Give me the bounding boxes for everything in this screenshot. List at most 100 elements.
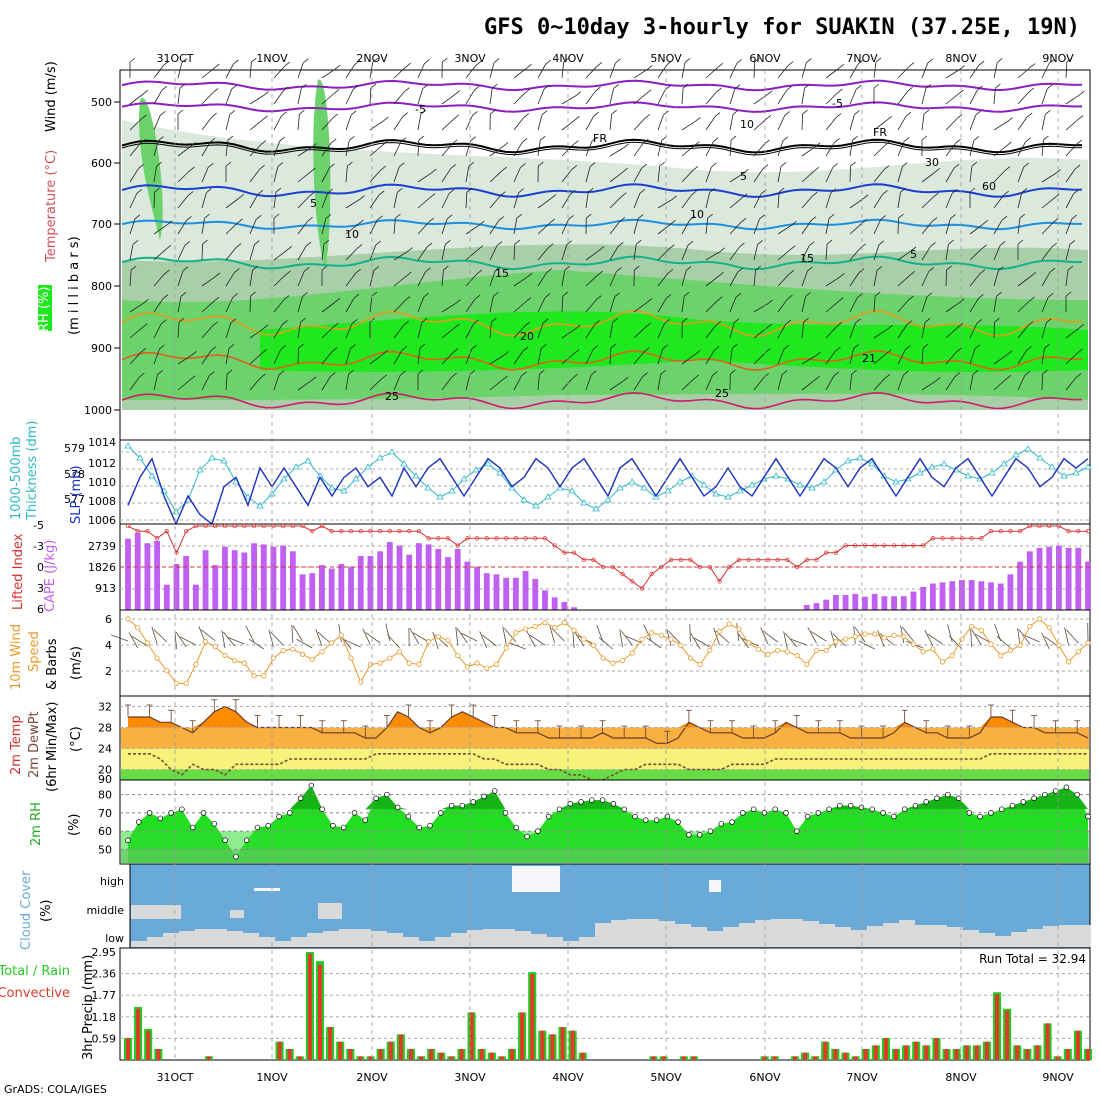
wind-barb-flag xyxy=(335,64,341,70)
wind10m-marker xyxy=(978,627,984,633)
wind10m-marker xyxy=(707,647,713,654)
cloud-low-block xyxy=(883,923,899,947)
wind-barb-flag xyxy=(787,294,793,300)
wind-barb xyxy=(441,244,446,261)
wind10m-speed-label: Speed xyxy=(27,631,42,672)
wind-barb-flag xyxy=(684,57,691,63)
wind-barb xyxy=(273,274,286,287)
wind-barb xyxy=(489,322,492,339)
wind-barb-flag xyxy=(209,371,215,377)
wind-barb xyxy=(201,350,212,365)
li-marker xyxy=(368,529,373,534)
wind-barb xyxy=(585,115,595,131)
li-marker xyxy=(1076,529,1081,534)
wind10m-marker xyxy=(513,630,519,636)
wind-barb xyxy=(561,62,565,79)
wind-barb-flag xyxy=(355,268,361,274)
cape-bar xyxy=(454,549,461,610)
wind-barb-flag xyxy=(977,85,983,91)
wind-barb-flag xyxy=(623,376,629,382)
wind10m-barb xyxy=(784,633,798,648)
wind-barb xyxy=(1041,322,1047,339)
thickness-marker xyxy=(940,460,948,467)
wind-barb-flag xyxy=(598,246,605,251)
wind-barb xyxy=(345,348,351,365)
wind-barb xyxy=(1065,62,1068,79)
precip-conv-bar xyxy=(904,1045,909,1060)
wind-barb-flag xyxy=(717,62,724,68)
li-marker xyxy=(824,550,829,555)
wind-barb-flag xyxy=(333,322,339,328)
wind-barb xyxy=(321,326,334,339)
wind-barb-flag xyxy=(597,270,603,276)
wind10m-barb xyxy=(668,630,682,645)
wind-barb xyxy=(1065,143,1078,157)
wind10m-marker xyxy=(610,660,616,666)
wind-barb-flag xyxy=(717,296,723,301)
contour-label: 15 xyxy=(495,267,509,280)
wind-barb xyxy=(345,248,358,261)
temperature-contours xyxy=(121,79,1083,410)
wind10m-barb xyxy=(223,631,235,647)
cloud-low-block xyxy=(931,925,947,947)
precip-tick: 2.95 xyxy=(92,946,117,959)
cloud-low-block xyxy=(755,920,771,947)
cape-bar xyxy=(493,574,500,610)
cape-bar xyxy=(1085,561,1091,610)
rh2m-marker xyxy=(988,810,994,816)
temp2m-tick: 20 xyxy=(98,764,112,777)
precip-conv-bar xyxy=(509,1049,515,1060)
wind-barb xyxy=(273,250,288,261)
wind-barb xyxy=(153,224,168,235)
contour-label: 30 xyxy=(925,156,939,169)
wind-barb xyxy=(657,248,670,261)
wind-barb-flag xyxy=(979,269,986,274)
cloud-low-block xyxy=(723,927,739,947)
wind-barb-flag xyxy=(493,58,500,63)
wind10m-barb xyxy=(344,639,361,648)
wind-barb-flag xyxy=(953,163,960,169)
wind-barb-flag xyxy=(375,240,381,246)
thickness-marker xyxy=(664,487,672,494)
wind-barb xyxy=(801,195,813,209)
thickness-marker xyxy=(544,493,552,500)
precip-conv-bar xyxy=(914,1041,919,1060)
cape-bar xyxy=(542,590,548,610)
contour-15 xyxy=(121,255,1083,271)
rh2m-marker xyxy=(233,853,239,860)
wind-barb xyxy=(513,192,520,209)
rh2m-marker xyxy=(297,795,304,802)
wind-barb-flag xyxy=(839,272,845,278)
wind-barb-flag xyxy=(659,161,665,167)
wind-barb-flag xyxy=(946,265,952,271)
wind-barb xyxy=(897,90,908,105)
cape-bar xyxy=(512,577,519,610)
wind-barb xyxy=(993,194,1004,209)
wind-barb xyxy=(153,115,161,131)
wind-barb xyxy=(201,375,210,391)
wind-barb-flag xyxy=(178,317,185,323)
wind-barb-flag xyxy=(860,243,866,249)
rh2m-tick: 70 xyxy=(98,807,112,820)
wind-barb xyxy=(969,374,974,391)
rh2m-marker xyxy=(912,802,919,809)
contour-label: 25 xyxy=(715,387,729,400)
wind-barb xyxy=(585,141,593,157)
wind10m-barb xyxy=(456,628,468,644)
li-marker xyxy=(533,536,538,541)
rh2m-marker xyxy=(351,810,358,816)
wind-barb-flag xyxy=(782,136,789,142)
wind-barb-flag xyxy=(298,343,304,349)
wind-barb xyxy=(369,244,377,261)
li-marker xyxy=(911,543,916,548)
wind-barb-flag xyxy=(586,213,592,219)
wind-barb-flag xyxy=(805,292,811,297)
wind-barb xyxy=(657,223,671,235)
cape-bar xyxy=(348,567,354,610)
wind-barb-flag xyxy=(477,245,484,250)
date-label-bottom: 9NOV xyxy=(1042,1071,1074,1084)
wind-barb xyxy=(561,169,573,183)
wind-barb-flag xyxy=(189,166,195,172)
thickness-marker xyxy=(808,484,816,491)
